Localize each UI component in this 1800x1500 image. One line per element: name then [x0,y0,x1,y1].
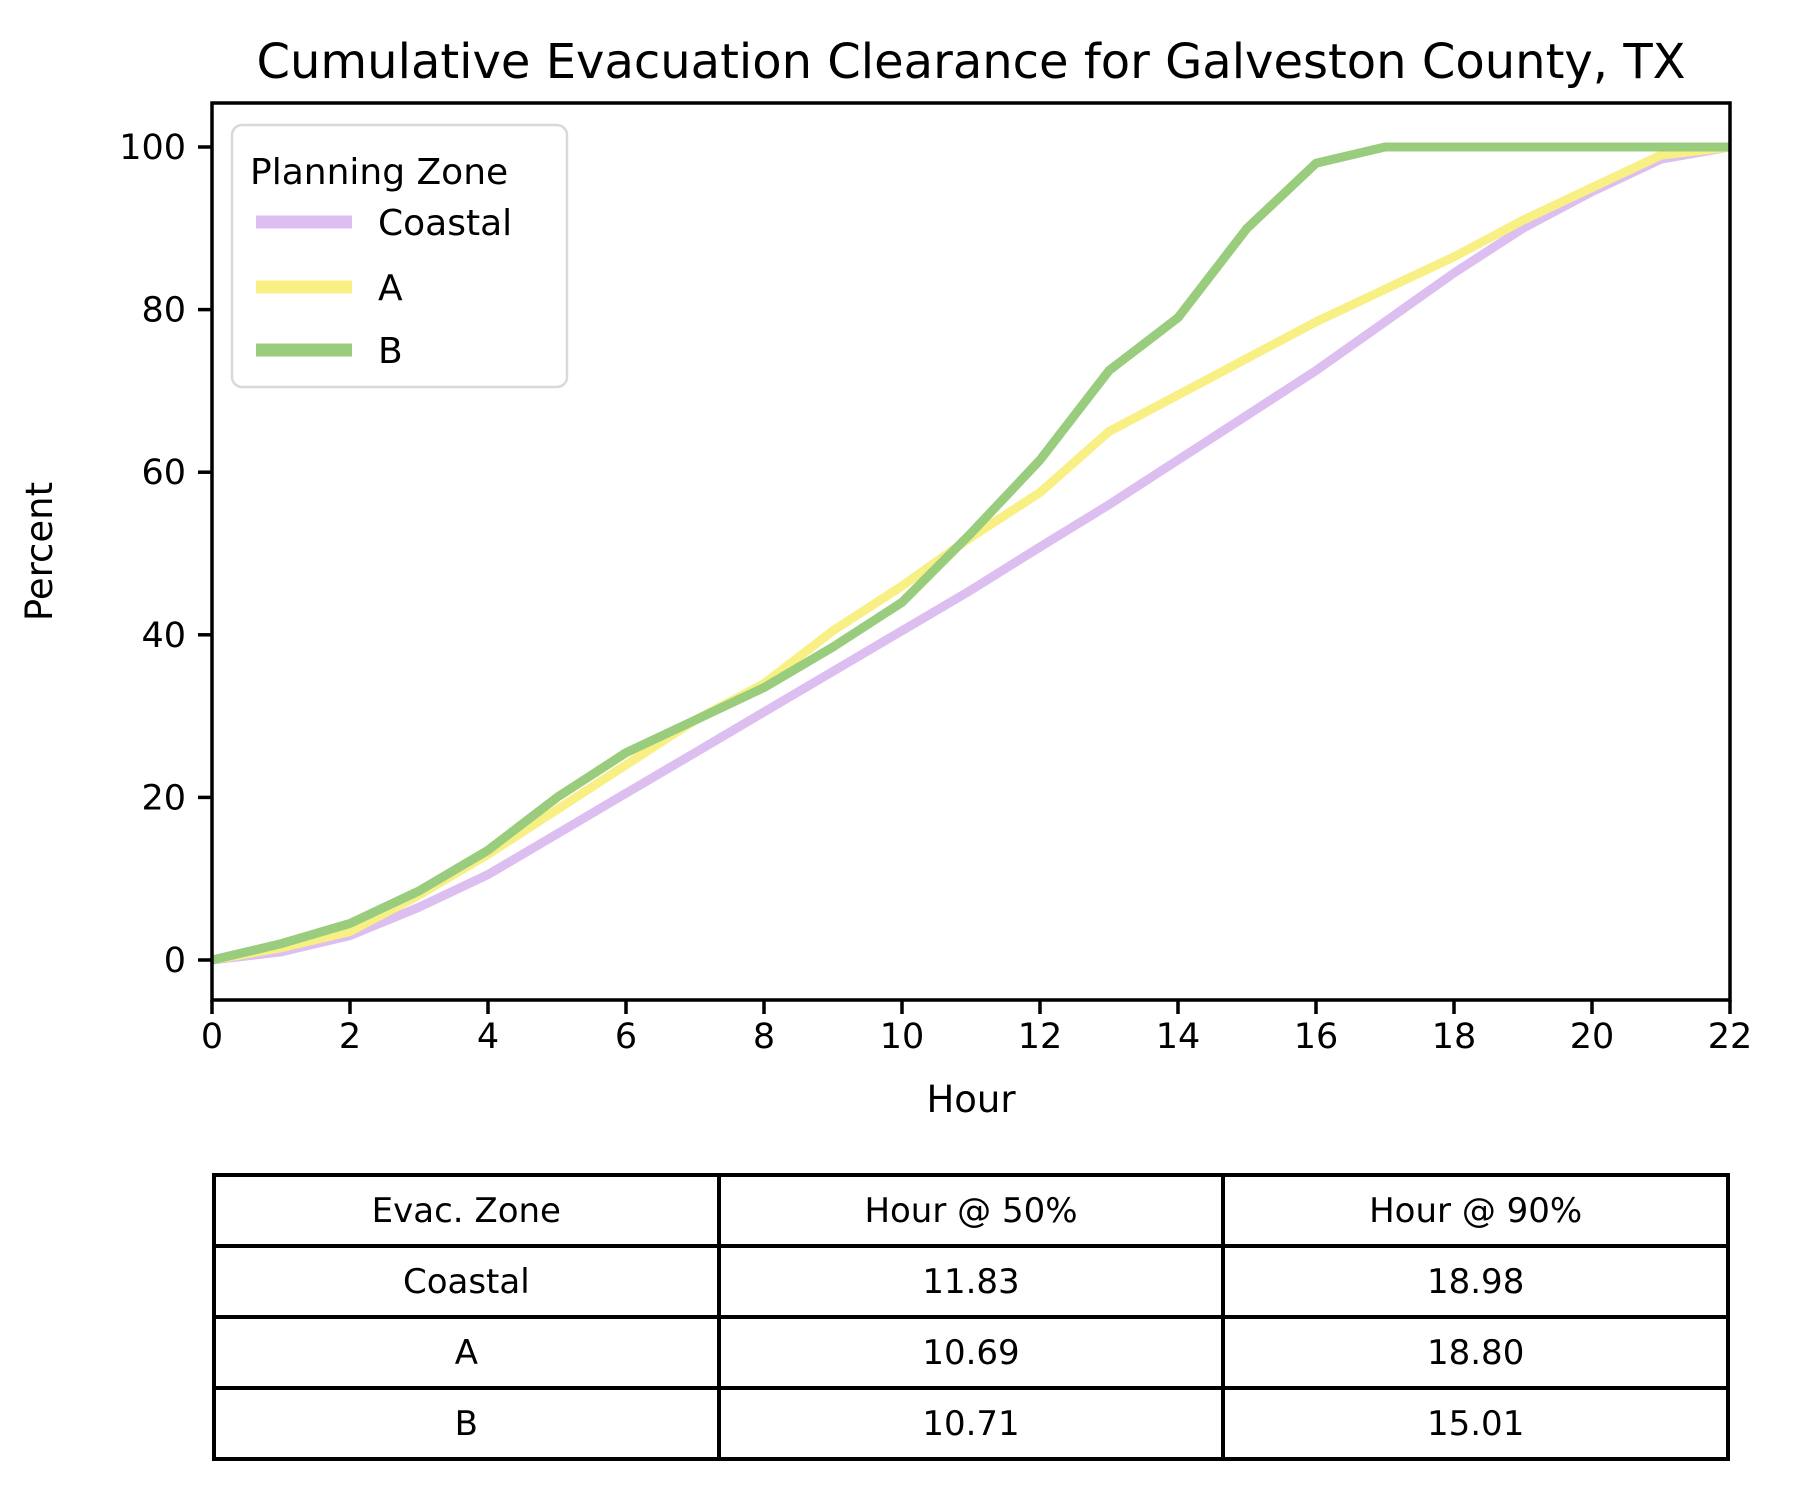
legend-label-b: B [378,331,403,372]
header-hour-50: Hour @ 50% [716,1173,1226,1248]
y-tick-label: 100 [119,128,186,168]
legend-title: Planning Zone [250,152,508,193]
y-tick-label: 0 [164,941,186,981]
legend-label-coastal: Coastal [378,203,512,244]
series-line-coastal [211,142,1731,965]
x-tick-label: 20 [1570,1017,1615,1057]
clearance-table: Evac. Zone Hour @ 50% Hour @ 90% Coastal… [212,1173,1730,1461]
cell-h50: 10.71 [716,1386,1226,1461]
header-hour-90: Hour @ 90% [1221,1173,1730,1248]
legend-box [230,123,569,389]
cell-zone: Coastal [212,1244,721,1319]
table-header-row: Evac. Zone Hour @ 50% Hour @ 90% [212,1173,1730,1248]
cell-h90: 15.01 [1221,1386,1730,1461]
table-row-coastal: Coastal 11.83 18.98 [212,1244,1730,1319]
x-tick-label: 6 [615,1017,637,1057]
y-tick-label: 20 [141,778,186,818]
x-tick-label: 18 [1432,1017,1477,1057]
series-line-b [210,142,1730,965]
x-tick-label: 8 [753,1017,775,1057]
x-tick-label: 0 [201,1017,223,1057]
cell-zone: A [212,1315,721,1390]
x-axis-label: Hour [926,1078,1016,1121]
legend: Planning Zone Coastal AB [230,123,569,389]
x-tick-label: 12 [1018,1017,1063,1057]
plot-border [210,101,1732,1002]
y-tick-label: 80 [141,291,186,331]
cell-h90: 18.98 [1221,1244,1730,1319]
legend-label-a: A [378,268,403,309]
cell-h50: 10.69 [716,1315,1226,1390]
y-axis-label: Percent [18,482,61,621]
x-tick-label: 22 [1708,1017,1753,1057]
header-evac-zone: Evac. Zone [212,1173,721,1248]
evacuation-line-chart: 0 2 4 6 8 10 12 14 16 18 20 22 0 20 40 60 80 100 Hour Perce… [18,101,1753,1121]
y-tick-label: 40 [141,616,186,656]
x-tick-label: 2 [339,1017,361,1057]
x-tick-label: 16 [1294,1017,1339,1057]
cell-h50: 11.83 [716,1244,1226,1319]
cell-zone: B [212,1386,721,1461]
table-row-a: A 10.69 18.80 [212,1315,1730,1390]
x-tick-label: 14 [1156,1017,1201,1057]
x-tick-label: 10 [880,1017,925,1057]
cell-h90: 18.80 [1221,1315,1730,1390]
y-tick-label: 60 [141,453,186,493]
table-row-b: B 10.71 15.01 [212,1386,1730,1461]
x-tick-label: 4 [477,1017,499,1057]
chart-title: Cumulative Evacuation Clearance for Galv… [256,34,1686,90]
